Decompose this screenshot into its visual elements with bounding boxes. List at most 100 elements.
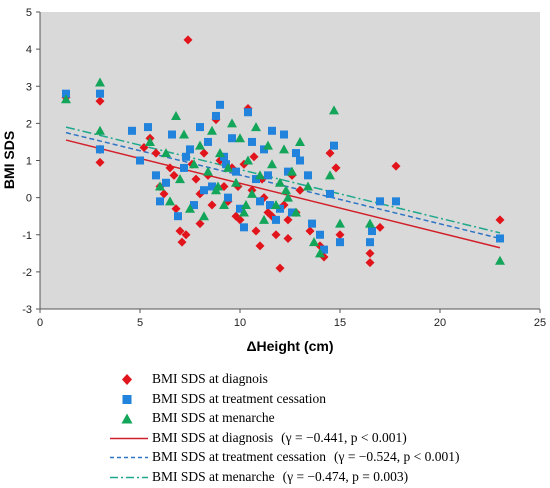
scatter-chart: -3 -2 -1 0 1 2 3 4 5 0 5 10 15 20 25 BMI SDS ΔHeight (… <box>1 7 546 354</box>
y-tick-label: -1 <box>22 230 32 242</box>
data-point-triangle <box>175 174 185 184</box>
data-point-square <box>208 182 216 191</box>
data-point-triangle <box>179 129 189 139</box>
data-point-triangle <box>213 181 223 191</box>
data-point-square <box>162 178 170 187</box>
data-point-square <box>336 238 344 247</box>
data-point-triangle <box>231 177 241 187</box>
legend-item-diagnosis-points: BMI SDS at diagnois <box>110 370 540 390</box>
legend-item-diagnosis-fit: BMI SDS at diagnosis (γ = −0.441, p < 0.0… <box>110 429 540 449</box>
data-point-diamond <box>207 200 217 210</box>
data-point-diamond <box>283 215 293 225</box>
data-point-triangle <box>235 133 245 143</box>
data-point-square <box>190 201 198 210</box>
data-point-diamond <box>391 161 401 171</box>
data-point-triangle <box>185 203 195 213</box>
data-point-square <box>326 189 334 198</box>
data-point-diamond <box>169 170 179 180</box>
data-point-diamond <box>275 263 285 273</box>
data-point-triangle <box>259 214 269 224</box>
data-point-square <box>168 130 176 139</box>
data-point-triangle <box>243 155 253 165</box>
legend-item-cessation-fit: BMI SDS at treatment cessation (γ = −0.52… <box>110 448 540 468</box>
data-point-square <box>244 108 252 117</box>
data-point-diamond <box>235 215 245 225</box>
data-point-square <box>264 171 272 180</box>
data-point-square <box>128 126 136 135</box>
data-point-diamond <box>255 241 265 251</box>
data-point-square <box>96 89 104 98</box>
data-point-diamond <box>151 148 161 158</box>
legend-label: BMI SDS at diagnois <box>152 371 268 386</box>
solid-line-icon <box>110 437 148 439</box>
fit-statistic: (γ = −0.474, p = 0.003) <box>282 468 409 484</box>
data-point-square <box>308 219 316 228</box>
x-tick-label: 25 <box>534 317 546 329</box>
data-point-square <box>268 126 276 135</box>
data-point-square <box>376 197 384 206</box>
fit-line-2 <box>65 126 501 234</box>
data-point-square <box>280 130 288 139</box>
data-point-square <box>366 238 374 247</box>
data-point-triangle <box>325 170 335 180</box>
data-point-triangle <box>365 218 375 228</box>
data-points <box>61 35 505 273</box>
data-point-triangle <box>241 200 251 210</box>
data-point-square <box>330 141 338 150</box>
data-point-square <box>240 223 248 232</box>
fit-statistic: (γ = −0.524, p < 0.001) <box>333 449 460 464</box>
data-point-diamond <box>159 189 169 199</box>
fit-name: BMI SDS at menarche <box>152 468 275 484</box>
data-point-square <box>62 89 70 98</box>
data-point-triangle <box>279 144 289 154</box>
data-point-square <box>186 145 194 154</box>
data-point-square <box>96 145 104 154</box>
data-point-triangle <box>195 140 205 150</box>
data-point-diamond <box>181 230 191 240</box>
data-point-square <box>196 123 204 132</box>
fit-name: BMI SDS at treatment cessation <box>152 449 326 464</box>
data-point-diamond <box>249 152 259 162</box>
data-point-square <box>152 171 160 180</box>
data-point-diamond <box>325 148 335 158</box>
data-point-diamond <box>177 237 187 247</box>
data-point-square <box>266 201 274 210</box>
y-tick-label: 4 <box>26 44 32 56</box>
data-point-triangle <box>267 159 277 169</box>
data-point-triangle <box>295 136 305 146</box>
data-point-triangle <box>203 166 213 176</box>
data-point-square <box>256 197 264 206</box>
data-point-square <box>156 197 164 206</box>
triangle-marker-icon <box>121 413 133 424</box>
data-point-square <box>222 160 230 169</box>
data-point-square <box>272 215 280 224</box>
data-point-triangle <box>263 140 273 150</box>
data-point-triangle <box>283 192 293 202</box>
y-tick-label: 1 <box>26 156 32 168</box>
data-point-diamond <box>199 148 209 158</box>
data-point-triangle <box>219 200 229 210</box>
data-point-diamond <box>305 226 315 236</box>
data-point-diamond <box>365 248 375 258</box>
data-point-diamond <box>365 258 375 268</box>
data-point-square <box>144 123 152 132</box>
data-point-square <box>224 193 232 202</box>
legend-label: BMI SDS at menarche <box>152 410 275 425</box>
data-point-diamond <box>271 230 281 240</box>
data-point-triangle <box>95 77 105 87</box>
data-point-square <box>180 163 188 172</box>
x-tick-label: 10 <box>234 317 246 329</box>
data-point-square <box>232 167 240 176</box>
square-marker-icon <box>122 394 132 404</box>
x-tick-label: 0 <box>37 317 43 329</box>
data-point-triangle <box>189 159 199 169</box>
data-point-square <box>216 100 224 109</box>
data-point-triangle <box>239 207 249 217</box>
axes: -3 -2 -1 0 1 2 3 4 5 0 5 10 15 20 25 <box>22 7 546 329</box>
data-point-diamond <box>171 204 181 214</box>
data-point-triangle <box>215 148 225 158</box>
data-point-triangle <box>281 185 291 195</box>
y-tick-label: 5 <box>26 7 32 19</box>
data-point-diamond <box>95 157 105 167</box>
data-point-square <box>316 230 324 239</box>
